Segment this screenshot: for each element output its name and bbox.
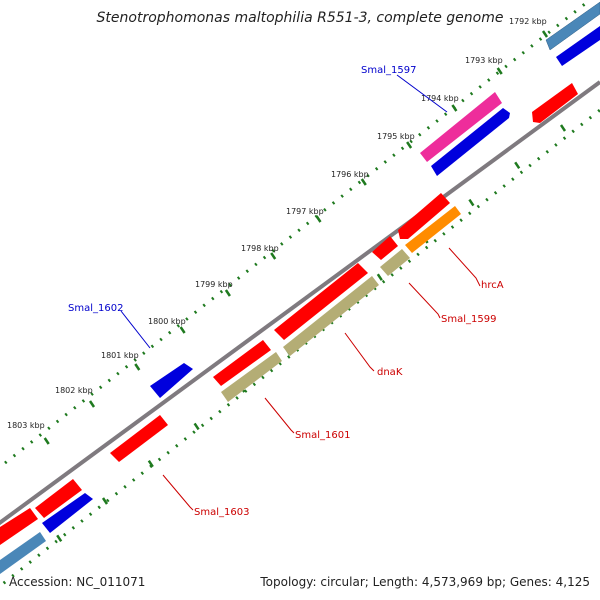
gene-label-smal-1597[interactable]: Smal_1597 [361, 65, 416, 76]
leader-smal-1601 [264, 397, 295, 434]
ruler-tick-inner [376, 273, 383, 281]
gene-red-small[interactable] [372, 236, 398, 260]
ruler-tick-inner [101, 497, 109, 505]
gene-steelblue-1[interactable] [545, 1, 600, 51]
gene-label-dnaK[interactable]: dnaK [377, 367, 403, 378]
ruler-tick-outer [315, 215, 322, 223]
gene-steelblue-bottom-left[interactable] [0, 532, 46, 574]
tick-label-1800: 1800 kbp [148, 317, 186, 326]
ruler-tick-inner [147, 460, 154, 468]
gene-features [0, 1, 600, 574]
tick-label-1792: 1792 kbp [509, 17, 547, 26]
ruler-tick-outer [451, 104, 458, 112]
ruler-tick-outer [43, 437, 50, 445]
gene-blue-1596[interactable] [431, 108, 510, 176]
leader-hrcA [448, 247, 481, 287]
gene-label-hrcA[interactable]: hrcA [481, 280, 504, 291]
tick-label-1798: 1798 kbp [241, 244, 279, 253]
gene-label-smal-1599[interactable]: Smal_1599 [441, 314, 496, 325]
genome-backbone [0, 80, 600, 526]
gene-red-top-right[interactable] [532, 83, 578, 123]
gene-blue-bottom-left[interactable] [42, 493, 93, 533]
gene-blue-top-right[interactable] [556, 26, 600, 66]
ruler-tick-outer [179, 326, 186, 334]
ruler-tick-outer [541, 30, 549, 38]
gene-smal-1597[interactable] [420, 92, 502, 162]
tick-label-1796: 1796 kbp [331, 170, 369, 179]
ruler-tick-outer [360, 178, 367, 186]
tick-label-1802: 1802 kbp [55, 386, 93, 395]
ruler-tick-inner [56, 534, 63, 542]
leader-dnaK [344, 332, 375, 372]
gene-red-dnaK-upper[interactable] [274, 263, 368, 340]
gene-smal-1603[interactable] [110, 415, 168, 462]
gene-label-smal-1603[interactable]: Smal_1603 [194, 507, 249, 518]
gene-dnaK[interactable] [283, 276, 379, 356]
gene-label-smal-1602[interactable]: Smal_1602 [68, 303, 123, 314]
ruler-tick-inner [193, 422, 200, 431]
ruler-tick-outer [496, 67, 503, 75]
genome-summary: Topology: circular; Length: 4,573,969 bp… [260, 575, 590, 589]
gene-label-group: Smal_1597 Smal_1602 hrcA Smal_1599 dnaK … [68, 65, 504, 518]
tick-label-1797: 1797 kbp [286, 207, 324, 216]
tick-label-1795: 1795 kbp [377, 132, 415, 141]
gene-smal-1602[interactable] [150, 363, 193, 398]
leader-smal-1603 [162, 474, 194, 511]
gene-hrcA[interactable] [405, 206, 461, 253]
ruler-outer [4, 0, 593, 465]
leader-smal-1597 [396, 74, 448, 113]
gene-red-bottom-left-2[interactable] [0, 508, 38, 545]
ruler-tick-outer [88, 400, 96, 408]
ruler-tick-inner [514, 161, 521, 169]
tick-label-1794: 1794 kbp [421, 94, 459, 103]
gene-red-1601-upper[interactable] [213, 340, 271, 386]
label-leader-lines [120, 74, 481, 511]
gene-smal-1599[interactable] [380, 249, 410, 276]
ruler-tick-outer [224, 289, 231, 297]
tick-label-1803: 1803 kbp [7, 421, 45, 430]
accession-label: Accession: NC_011071 [9, 575, 146, 589]
gene-red-bottom-left-1[interactable] [35, 479, 82, 518]
gene-red-upper-1[interactable] [398, 193, 450, 239]
ruler-tick-inner [468, 198, 475, 207]
ruler-tick-labels: 1792 kbp 1793 kbp 1794 kbp 1795 kbp 1796… [7, 17, 547, 430]
leader-smal-1602 [120, 310, 151, 349]
gene-smal-1601[interactable] [221, 352, 282, 402]
ruler-tick-outer [270, 252, 277, 260]
gene-label-smal-1601[interactable]: Smal_1601 [295, 430, 350, 441]
ruler-tick-outer [406, 141, 413, 149]
tick-label-1799: 1799 kbp [195, 280, 233, 289]
tick-label-1793: 1793 kbp [465, 56, 503, 65]
ruler-inner [0, 108, 600, 588]
tick-label-1801: 1801 kbp [101, 351, 139, 360]
ruler-tick-inner [559, 124, 567, 132]
genome-title: Stenotrophomonas maltophilia R551-3, com… [96, 10, 504, 26]
leader-smal-1599 [408, 282, 441, 319]
ruler-tick-outer [134, 363, 141, 371]
